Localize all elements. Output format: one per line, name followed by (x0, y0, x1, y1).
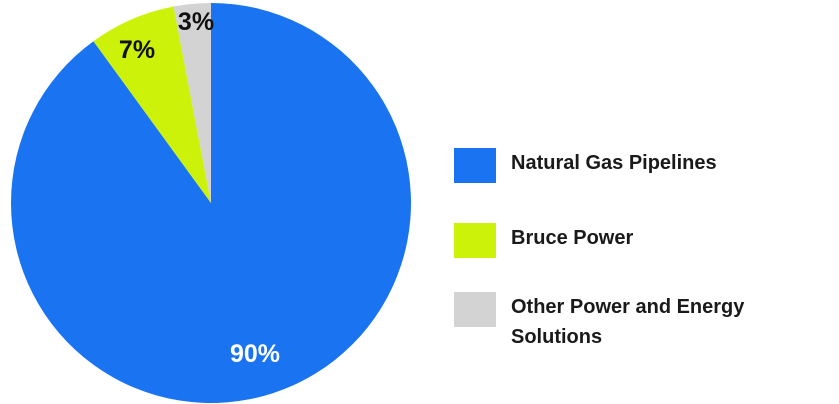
legend-item-bruce-power: Bruce Power (454, 223, 831, 258)
legend-swatch-other-power-and-energy-solutions (454, 292, 496, 327)
pie-value-label-other-power-and-energy-solutions: 3% (178, 8, 214, 36)
legend-swatch-bruce-power (454, 223, 496, 258)
legend-item-natural-gas-pipelines: Natural Gas Pipelines (454, 148, 831, 183)
legend-label-bruce-power: Bruce Power (511, 227, 634, 249)
pie-slice-bruce-power (93, 6, 211, 203)
pie-value-label-bruce-power: 7% (119, 36, 155, 64)
legend-label-natural-gas-pipelines: Natural Gas Pipelines (511, 152, 717, 174)
pie-value-label-natural-gas-pipelines: 90% (230, 340, 280, 368)
pie-slice-other-power-and-energy-solutions (173, 3, 211, 203)
legend-label-other-power-and-energy-solutions: Other Power and Energy Solutions (511, 296, 745, 348)
legend-item-other-power-and-energy-solutions: Other Power and Energy Solutions (454, 292, 831, 352)
pie-slice-natural-gas-pipelines (10, 3, 411, 403)
legend-swatch-natural-gas-pipelines (454, 148, 496, 183)
